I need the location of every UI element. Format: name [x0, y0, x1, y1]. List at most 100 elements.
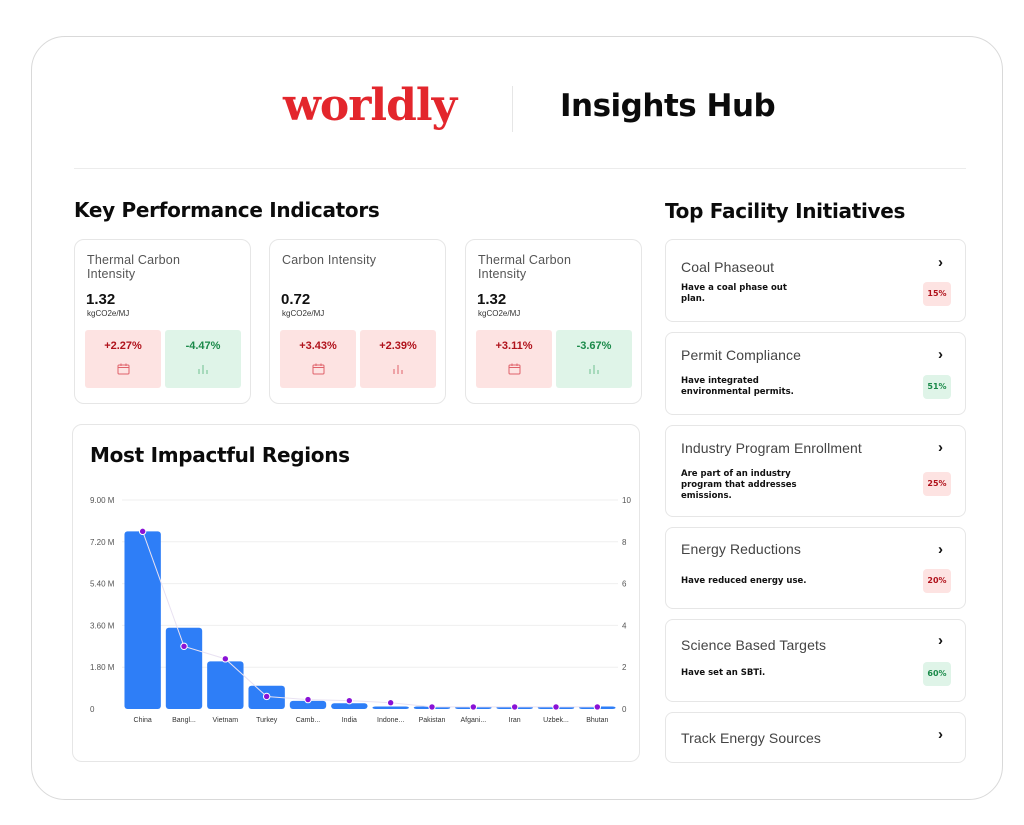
kpi-period-change[interactable]: +3.11% [476, 330, 552, 388]
initiative-science-based-targets[interactable]: Science Based Targets › Have set an SBTi… [665, 619, 966, 702]
data-point [510, 703, 519, 711]
kpi-name: Carbon Intensity [282, 253, 377, 267]
kpi-period-change-value: +3.11% [495, 340, 533, 352]
initiative-desc: Are part of an industry program that add… [681, 469, 797, 501]
x-tick-label: Vietnam [213, 717, 239, 724]
chevron-right-icon[interactable]: › [938, 439, 943, 456]
y2-tick-label: 0 [622, 705, 627, 714]
calendar-icon [280, 363, 356, 378]
x-tick-label: China [134, 717, 152, 724]
regions-title: Most Impactful Regions [90, 443, 350, 467]
y-tick-label: 5.40 M [90, 580, 115, 589]
bar [289, 700, 327, 709]
kpi-trend-change-value: -4.47% [185, 340, 221, 352]
initiative-title: Energy Reductions [681, 541, 801, 557]
y2-tick-label: 4 [622, 621, 627, 630]
kpi-value: 1.32 [477, 291, 507, 308]
x-tick-label: Camb... [296, 717, 321, 724]
y-tick-label: 3.60 M [90, 621, 115, 630]
initiative-desc: Have set an SBTi. [681, 668, 766, 678]
chevron-right-icon[interactable]: › [938, 254, 943, 271]
initiative-title: Coal Phaseout [681, 259, 775, 275]
page-title: Insights Hub [560, 88, 776, 124]
header-divider [512, 86, 513, 132]
kpi-card[interactable]: Thermal Carbon Intensity 1.32 kgCO2e/MJ … [74, 239, 251, 404]
chevron-right-icon[interactable]: › [938, 726, 943, 743]
initiative-title: Permit Compliance [681, 347, 801, 363]
kpi-unit: kgCO2e/MJ [282, 309, 325, 318]
series-line [142, 531, 598, 708]
x-tick-label: Iran [509, 717, 521, 724]
kpi-period-change[interactable]: +2.27% [85, 330, 161, 388]
kpi-name: Thermal Carbon Intensity [478, 253, 572, 281]
initiative-track-energy[interactable]: Track Energy Sources › [665, 712, 966, 763]
data-point [428, 703, 436, 711]
x-tick-label: Pakistan [419, 717, 446, 724]
initiative-pct: 60% [923, 662, 951, 686]
bar-chart-icon [556, 363, 632, 378]
kpi-trend-change[interactable]: -3.67% [556, 330, 632, 388]
y2-tick-label: 8 [622, 538, 627, 547]
calendar-icon [85, 363, 161, 378]
initiative-pct: 25% [923, 472, 951, 496]
data-point [345, 696, 354, 705]
chevron-right-icon[interactable]: › [938, 632, 943, 649]
y-tick-label: 9.00 M [90, 496, 115, 505]
x-tick-label: India [342, 717, 357, 724]
kpi-card[interactable]: Thermal Carbon Intensity 1.32 kgCO2e/MJ … [465, 239, 642, 404]
initiative-title: Track Energy Sources [681, 730, 821, 746]
data-point [386, 699, 395, 707]
kpi-trend-change-value: +2.39% [379, 340, 417, 352]
data-point [180, 642, 188, 651]
data-point [552, 703, 560, 711]
kpi-trend-change[interactable]: +2.39% [360, 330, 436, 388]
kpi-name: Thermal Carbon Intensity [87, 253, 181, 281]
kpi-section-title: Key Performance Indicators [74, 198, 380, 222]
initiative-industry-program[interactable]: Industry Program Enrollment › Are part o… [665, 425, 966, 517]
kpi-period-change-value: +3.43% [299, 340, 337, 352]
y2-tick-label: 2 [622, 663, 627, 672]
worldly-logo[interactable]: worldly [283, 80, 457, 131]
initiative-pct: 51% [923, 375, 951, 399]
chevron-right-icon[interactable]: › [938, 541, 943, 558]
initiative-desc: Have reduced energy use. [681, 576, 807, 586]
initiative-coal-phaseout[interactable]: Coal Phaseout › Have a coal phase out pl… [665, 239, 966, 322]
y2-tick-label: 10 [622, 496, 631, 505]
initiative-desc: Have a coal phase out plan. [681, 283, 787, 304]
kpi-unit: kgCO2e/MJ [478, 309, 521, 318]
y-tick-label: 7.20 M [90, 538, 115, 547]
data-point [304, 695, 312, 704]
kpi-trend-change[interactable]: -4.47% [165, 330, 241, 388]
x-tick-label: Uzbek... [543, 717, 569, 724]
initiative-permit-compliance[interactable]: Permit Compliance › Have integrated envi… [665, 332, 966, 415]
initiative-title: Science Based Targets [681, 637, 827, 653]
initiative-title: Industry Program Enrollment [681, 440, 862, 456]
bar-chart-icon [360, 363, 436, 378]
kpi-card[interactable]: Carbon Intensity 0.72 kgCO2e/MJ +3.43% +… [269, 239, 446, 404]
x-tick-label: Bangl... [172, 717, 196, 724]
y-tick-label: 0 [90, 705, 95, 714]
regions-chart: 0 1.80 M 3.60 M 5.40 M 7.20 M 9.00 M 0 2 4 6 8 10 Ch… [90, 496, 631, 724]
kpi-unit: kgCO2e/MJ [87, 309, 130, 318]
bar [165, 627, 203, 709]
initiative-energy-reductions[interactable]: Energy Reductions › Have reduced energy … [665, 527, 966, 609]
data-point [469, 703, 478, 711]
bar [331, 703, 368, 709]
bar [372, 706, 409, 709]
kpi-period-change[interactable]: +3.43% [280, 330, 356, 388]
kpi-trend-change-value: -3.67% [576, 340, 612, 352]
kpi-value: 1.32 [86, 291, 116, 308]
data-point [221, 655, 230, 663]
chevron-right-icon[interactable]: › [938, 346, 943, 363]
x-tick-label: Afgani... [460, 717, 486, 724]
y-tick-label: 1.80 M [90, 663, 115, 672]
x-tick-label: Indone... [377, 717, 404, 724]
x-tick-label: Turkey [256, 717, 278, 724]
header-rule [74, 168, 966, 169]
bar [207, 661, 244, 709]
initiative-pct: 15% [923, 282, 951, 306]
x-tick-label: Bhutan [586, 717, 608, 724]
bar [124, 531, 161, 709]
data-point [262, 692, 271, 701]
bar-chart-icon [165, 363, 241, 378]
